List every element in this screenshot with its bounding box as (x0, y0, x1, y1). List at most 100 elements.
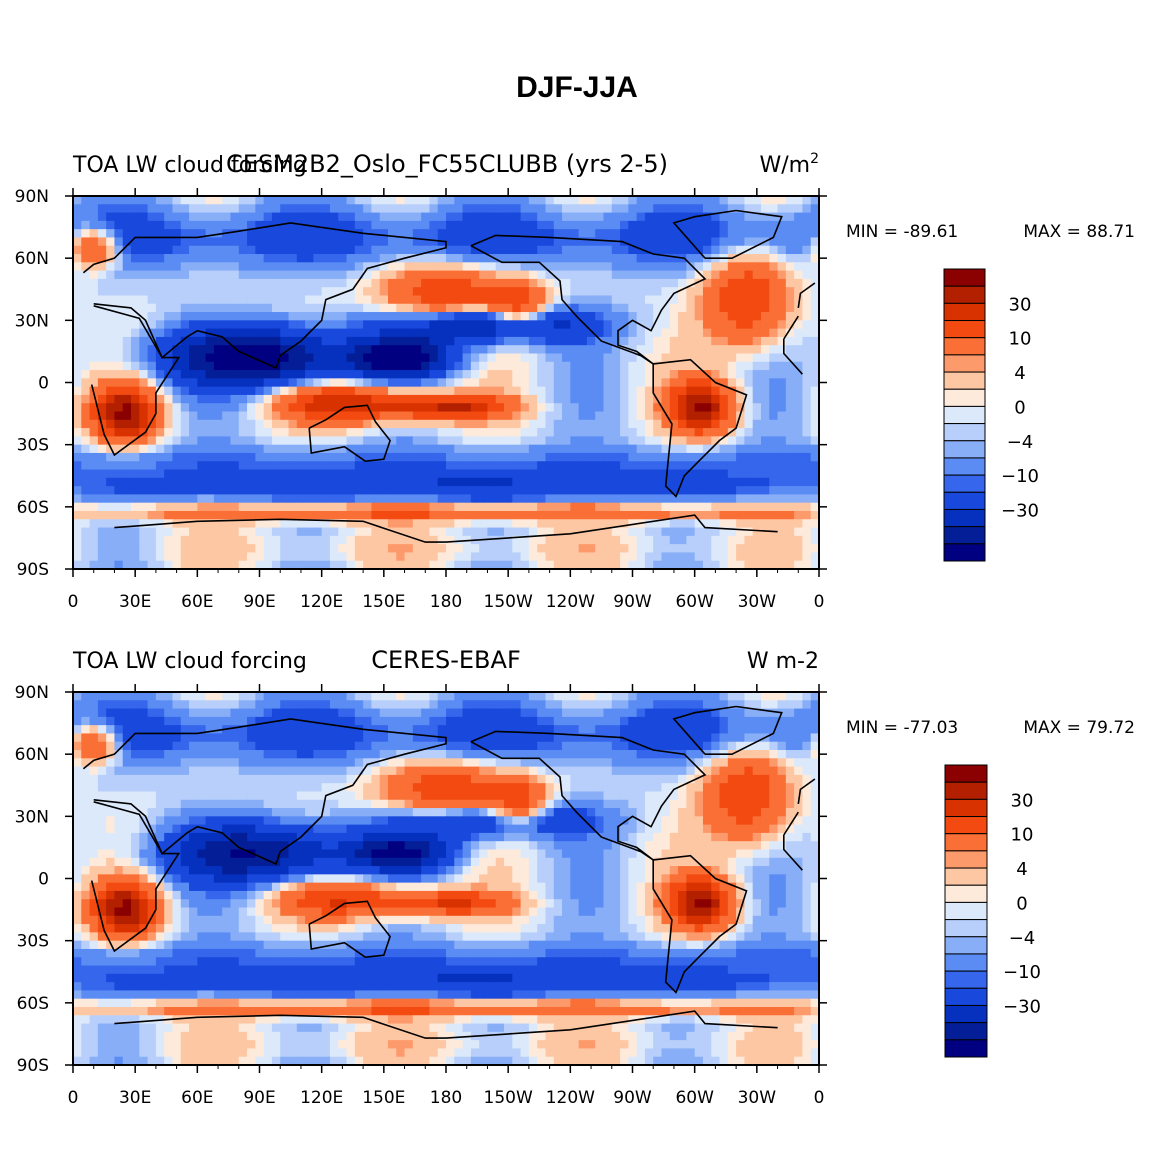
heatmap-cell (586, 270, 596, 280)
heatmap-cell (180, 287, 190, 297)
heatmap-cell (727, 312, 737, 321)
heatmap-cell (736, 386, 745, 396)
heatmap-cell (603, 378, 613, 388)
heatmap-cell (777, 287, 787, 297)
coastline (82, 222, 816, 370)
heatmap-cell (396, 552, 406, 562)
heatmap-cell (545, 436, 555, 446)
heatmap-cell (454, 560, 464, 569)
heatmap-cell (694, 519, 704, 529)
heatmap-cell (653, 560, 663, 569)
heatmap-cell (81, 394, 91, 404)
heatmap-cell (73, 560, 82, 569)
heatmap-cell (329, 692, 339, 701)
heatmap-cell (595, 750, 605, 759)
heatmap-cell (213, 469, 223, 479)
heatmap-cell (247, 212, 256, 222)
heatmap-cell (785, 378, 795, 388)
heatmap-cell (305, 733, 314, 743)
heatmap-cell (363, 535, 372, 545)
heatmap-cell (769, 196, 779, 205)
heatmap-cell (562, 700, 571, 710)
heatmap-cell (114, 303, 124, 313)
heatmap-cell (437, 295, 447, 305)
heatmap-cell (595, 220, 605, 230)
heatmap-cell (727, 270, 737, 280)
heatmap-cell (794, 370, 804, 379)
heatmap-cell (263, 278, 273, 288)
heatmap-cell (338, 295, 348, 305)
heatmap-cell (686, 502, 696, 512)
heatmap-cell (421, 386, 431, 396)
heatmap-cell (122, 428, 132, 437)
heatmap-cell (694, 403, 704, 413)
heatmap-cell (578, 262, 588, 272)
heatmap-cell (628, 237, 638, 247)
heatmap-cell (131, 535, 140, 545)
heatmap-cell (744, 361, 754, 371)
heatmap-cell (288, 370, 298, 379)
heatmap-cell (595, 428, 605, 437)
heatmap-cell (454, 552, 464, 562)
heatmap-cell (504, 237, 513, 247)
heatmap-cell (744, 494, 754, 504)
heatmap-cell (296, 469, 306, 479)
heatmap-cell (412, 716, 422, 726)
heatmap-cell (429, 394, 439, 404)
heatmap-cell (189, 708, 198, 718)
heatmap-cell (387, 278, 397, 288)
heatmap-cell (329, 519, 339, 529)
heatmap-cell (512, 560, 522, 569)
heatmap-cell (669, 758, 679, 768)
heatmap-cell (504, 245, 513, 255)
heatmap-cell (636, 237, 646, 247)
heatmap-cell (172, 411, 182, 421)
heatmap-cell (296, 725, 306, 735)
heatmap-cell (578, 328, 588, 338)
heatmap-cell (97, 204, 107, 214)
heatmap-cell (305, 461, 314, 471)
heatmap-cell (271, 212, 281, 222)
heatmap-cell (139, 345, 149, 355)
heatmap-cell (89, 741, 99, 751)
heatmap-cell (777, 733, 787, 743)
heatmap-cell (620, 336, 629, 346)
heatmap-cell (147, 750, 157, 759)
heatmap-cell (462, 386, 472, 396)
heatmap-cell (528, 320, 538, 330)
heatmap-cell (504, 303, 513, 313)
heatmap-cell (288, 444, 298, 454)
heatmap-cell (296, 477, 306, 487)
heatmap-cell (213, 237, 223, 247)
heatmap-cell (363, 370, 372, 379)
heatmap-cell (180, 560, 190, 569)
heatmap-cell (354, 204, 364, 214)
heatmap-cell (197, 345, 207, 355)
heatmap-cell (562, 750, 571, 759)
heatmap-cell (586, 320, 596, 330)
heatmap-cell (387, 394, 397, 404)
heatmap-cell (769, 245, 779, 255)
heatmap-cell (313, 560, 323, 569)
heatmap-cell (313, 477, 323, 487)
heatmap-cell (752, 262, 762, 272)
heatmap-cell (578, 245, 588, 255)
heatmap-cell (288, 477, 298, 487)
heatmap-cell (752, 502, 762, 512)
heatmap-cell (346, 436, 356, 446)
heatmap-cell (305, 725, 314, 735)
heatmap-cell (545, 328, 555, 338)
heatmap-cell (338, 461, 348, 471)
heatmap-cell (545, 378, 555, 388)
heatmap-cell (271, 287, 281, 297)
heatmap-cell (752, 544, 762, 554)
heatmap-cell (288, 295, 298, 305)
heatmap-cell (537, 444, 547, 454)
heatmap-cell (504, 411, 513, 421)
heatmap-cell (628, 716, 638, 726)
heatmap-cell (628, 312, 638, 321)
heatmap-cell (470, 692, 480, 701)
heatmap-cell (454, 403, 464, 413)
heatmap-cell (155, 486, 165, 495)
heatmap-cell (305, 245, 314, 255)
